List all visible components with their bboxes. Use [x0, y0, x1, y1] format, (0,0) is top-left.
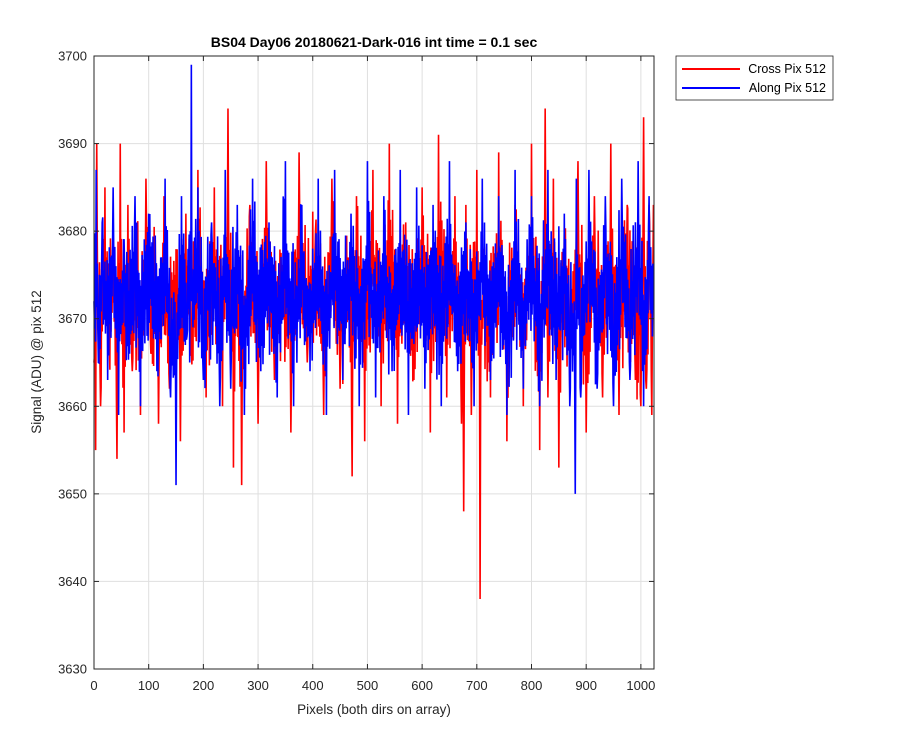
- legend-label-along: Along Pix 512: [749, 81, 826, 95]
- x-tick-label: 300: [247, 678, 269, 693]
- x-axis-label: Pixels (both dirs on array): [297, 702, 451, 717]
- chart-title: BS04 Day06 20180621-Dark-016 int time = …: [211, 34, 538, 50]
- x-tick-label: 600: [411, 678, 433, 693]
- x-tick-label: 400: [302, 678, 324, 693]
- legend: Cross Pix 512 Along Pix 512: [675, 55, 834, 101]
- x-tick-label: 900: [575, 678, 597, 693]
- series-layer: [93, 64, 655, 599]
- plot-frame: [93, 55, 655, 670]
- y-tick-label: 3630: [58, 662, 87, 677]
- y-axis-label: Signal (ADU) @ pix 512: [29, 290, 44, 434]
- x-tick-label: 1000: [626, 678, 655, 693]
- x-tick-label: 100: [138, 678, 160, 693]
- y-tick-label: 3670: [58, 311, 87, 326]
- x-tick-label: 200: [193, 678, 215, 693]
- legend-label-cross: Cross Pix 512: [748, 62, 826, 76]
- x-tick-label: 800: [521, 678, 543, 693]
- y-tick-label: 3680: [58, 224, 87, 239]
- x-tick-label: 500: [357, 678, 379, 693]
- y-tick-label: 3690: [58, 136, 87, 151]
- series-line-along: [93, 64, 655, 494]
- x-tick-label: 700: [466, 678, 488, 693]
- y-tick-label: 3640: [58, 574, 87, 589]
- x-tick-label: 0: [90, 678, 97, 693]
- y-tick-label: 3650: [58, 486, 87, 501]
- ticks: 0 100 200 300 400 500 600 700 800 900 1000 3630 3640…: [58, 49, 655, 694]
- y-tick-label: 3660: [58, 399, 87, 414]
- y-tick-label: 3700: [58, 49, 87, 64]
- legend-box: [675, 55, 834, 101]
